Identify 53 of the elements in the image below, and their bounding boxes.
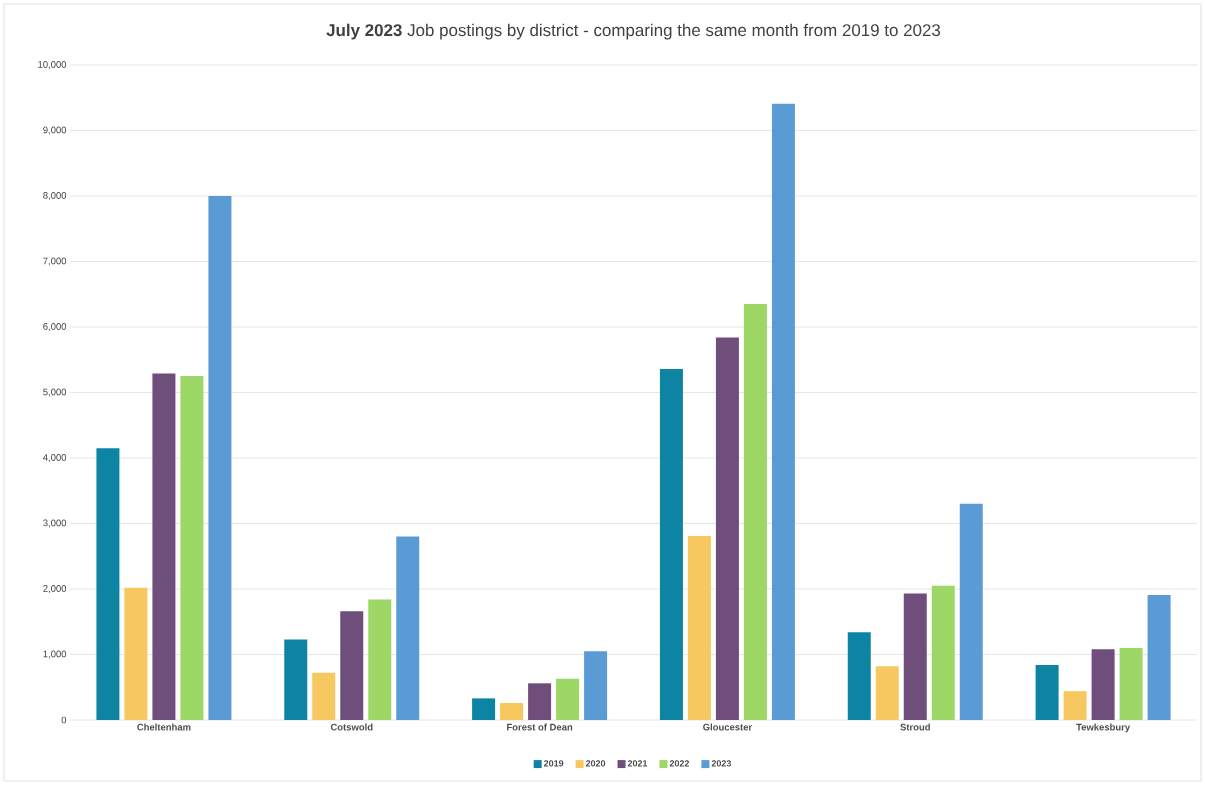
y-tick-label: 10,000	[38, 61, 67, 69]
bar	[875, 666, 899, 720]
legend-label: 2022	[669, 760, 690, 767]
bar	[312, 672, 336, 720]
bar	[715, 337, 739, 720]
x-tick-label: Gloucester	[703, 723, 753, 731]
bar	[180, 376, 204, 720]
bar	[528, 683, 552, 720]
legend-label: 2019	[543, 760, 564, 767]
y-tick-label: 1,000	[43, 650, 67, 659]
bar	[396, 536, 420, 720]
y-tick-label: 7,000	[43, 257, 67, 266]
bar	[931, 585, 955, 720]
bar	[340, 611, 364, 720]
bar	[1119, 647, 1143, 720]
legend-label: 2020	[585, 760, 606, 767]
bar	[743, 304, 767, 720]
bar	[556, 678, 580, 720]
bar	[208, 195, 232, 720]
bar	[584, 651, 608, 720]
x-tick-label: Tewkesbury	[1076, 723, 1131, 733]
x-tick-label: Cheltenham	[137, 723, 191, 731]
bar	[1063, 691, 1087, 720]
chart-title: July 2023 Job postings by district - comparing the same month from 2019 to 2023	[326, 23, 941, 40]
y-tick-label: 3,000	[43, 519, 67, 528]
bar	[96, 448, 120, 720]
x-tick-label: Forest of Dean	[507, 723, 573, 731]
bar	[500, 702, 524, 720]
bar	[152, 373, 176, 720]
y-tick-label: 9,000	[43, 126, 67, 135]
bar	[959, 503, 983, 720]
bar	[847, 632, 871, 720]
y-tick-label: 8,000	[43, 192, 67, 200]
bar	[1147, 594, 1171, 720]
bar	[472, 698, 496, 720]
x-tick-label: Cotswold	[330, 723, 373, 731]
bar	[368, 599, 392, 720]
bar	[284, 639, 308, 720]
legend-label: 2023	[711, 760, 732, 767]
bar	[771, 103, 795, 720]
bar	[687, 535, 711, 720]
bar	[124, 587, 148, 720]
bar	[1091, 649, 1115, 720]
bar	[1035, 664, 1059, 720]
bar	[659, 368, 683, 720]
y-tick-label: 5,000	[43, 388, 67, 397]
y-tick-label: 6,000	[43, 323, 67, 331]
bar	[903, 593, 927, 720]
legend-label: 2021	[627, 760, 648, 767]
y-tick-label: 4,000	[43, 454, 67, 462]
x-tick-label: Stroud	[900, 723, 930, 731]
y-tick-label: 2,000	[43, 585, 67, 593]
y-tick-label: 0	[61, 716, 67, 724]
